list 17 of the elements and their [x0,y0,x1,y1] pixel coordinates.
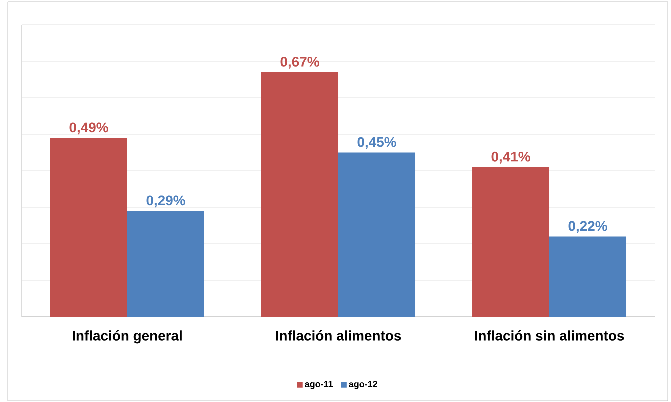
legend-label: ago-11 [305,381,334,390]
data-label: 0,49% [70,122,108,135]
bar [472,167,550,317]
data-label: 0,29% [146,196,186,208]
legend-label: ago-12 [349,381,378,390]
data-label: 0,41% [492,152,530,164]
bar [262,72,339,317]
bar [338,152,416,317]
x-tick-label: Inflación general [73,330,182,344]
bar [550,236,627,317]
data-label: 0,22% [568,221,608,234]
x-tick-label: Inflación alimentos [276,330,402,341]
data-label: 0,45% [358,137,396,150]
bar [128,211,204,317]
x-tick-label: Inflación sin alimentos [475,330,624,341]
bar [50,138,128,317]
data-label: 0,67% [280,57,320,69]
